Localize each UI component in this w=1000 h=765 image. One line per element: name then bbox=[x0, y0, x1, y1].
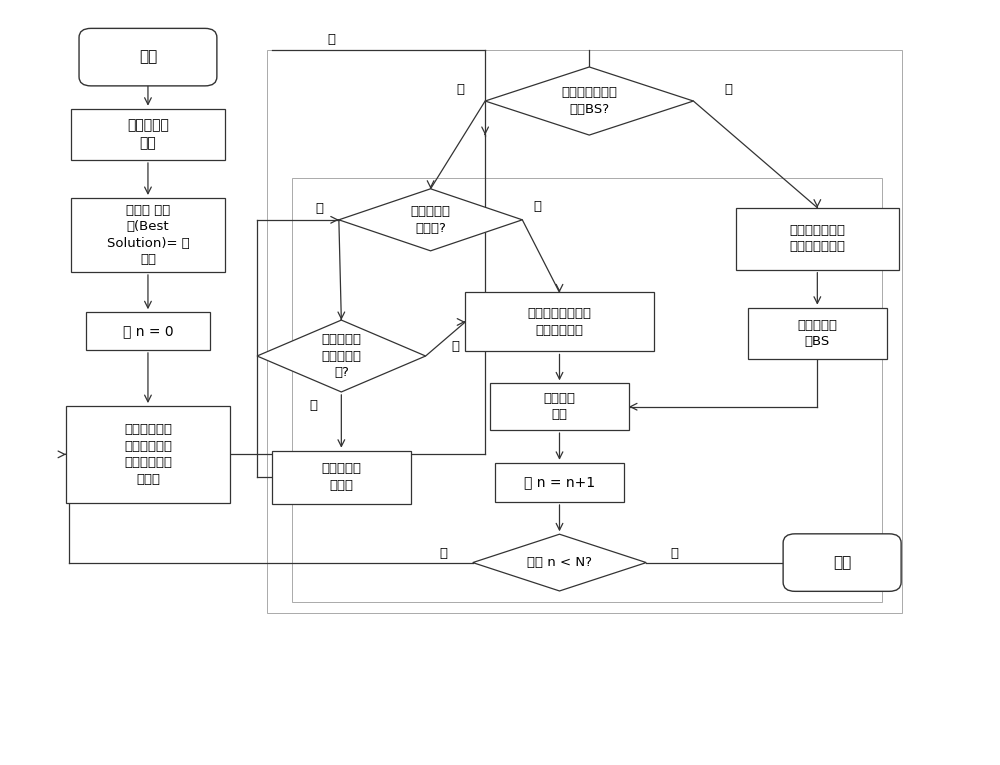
Text: 是: 是 bbox=[315, 202, 323, 215]
Text: 更新禁忌
列表: 更新禁忌 列表 bbox=[544, 392, 576, 422]
Text: 它是否是最
后一个候选
解?: 它是否是最 后一个候选 解? bbox=[321, 333, 361, 379]
Text: 是: 是 bbox=[439, 547, 447, 560]
Bar bbox=[272, 451, 411, 503]
Bar bbox=[71, 198, 225, 272]
Bar bbox=[736, 208, 899, 270]
Bar bbox=[86, 312, 210, 350]
Bar bbox=[465, 292, 654, 351]
Text: 否: 否 bbox=[533, 200, 541, 213]
Polygon shape bbox=[339, 189, 522, 251]
Text: 初始化 最优
解(Best
Solution)= 初
始解: 初始化 最优 解(Best Solution)= 初 始解 bbox=[107, 203, 189, 266]
Bar bbox=[71, 109, 225, 160]
Bar bbox=[495, 463, 624, 502]
Text: 否: 否 bbox=[456, 83, 464, 96]
Text: 初始化禁忌
列表: 初始化禁忌 列表 bbox=[127, 119, 169, 150]
Bar bbox=[267, 50, 902, 614]
Text: 接受新的解并用新
解替换当前解: 接受新的解并用新 解替换当前解 bbox=[528, 308, 592, 337]
Text: 否: 否 bbox=[310, 399, 318, 412]
Bar bbox=[748, 308, 887, 359]
Polygon shape bbox=[473, 534, 646, 591]
Text: 结束: 结束 bbox=[833, 555, 851, 570]
Bar bbox=[490, 383, 629, 430]
Text: 接受新的解并用
新解替换当前解: 接受新的解并用 新解替换当前解 bbox=[789, 224, 845, 253]
Bar bbox=[292, 178, 882, 602]
Polygon shape bbox=[485, 67, 693, 135]
Text: 判断 n < N?: 判断 n < N? bbox=[527, 556, 592, 569]
Text: 是: 是 bbox=[724, 83, 732, 96]
Text: 是: 是 bbox=[451, 340, 459, 353]
Text: 它是否在禁
忌表中?: 它是否在禁 忌表中? bbox=[411, 205, 451, 235]
Text: 获取候选解并
根据适应性函
数的值将候选
解排序: 获取候选解并 根据适应性函 数的值将候选 解排序 bbox=[124, 423, 172, 486]
Text: 设 n = n+1: 设 n = n+1 bbox=[524, 475, 595, 490]
Text: 找到下一个
候选解: 找到下一个 候选解 bbox=[321, 462, 361, 492]
Polygon shape bbox=[257, 320, 426, 392]
Text: 否: 否 bbox=[327, 33, 335, 46]
Text: 用新的解替
换BS: 用新的解替 换BS bbox=[797, 318, 837, 348]
FancyBboxPatch shape bbox=[783, 534, 901, 591]
Text: 最优候选解是否
优于BS?: 最优候选解是否 优于BS? bbox=[561, 86, 617, 116]
Text: 设 n = 0: 设 n = 0 bbox=[123, 324, 173, 338]
FancyBboxPatch shape bbox=[79, 28, 217, 86]
Text: 否: 否 bbox=[670, 547, 678, 560]
Bar bbox=[66, 406, 230, 503]
Text: 开始: 开始 bbox=[139, 50, 157, 64]
